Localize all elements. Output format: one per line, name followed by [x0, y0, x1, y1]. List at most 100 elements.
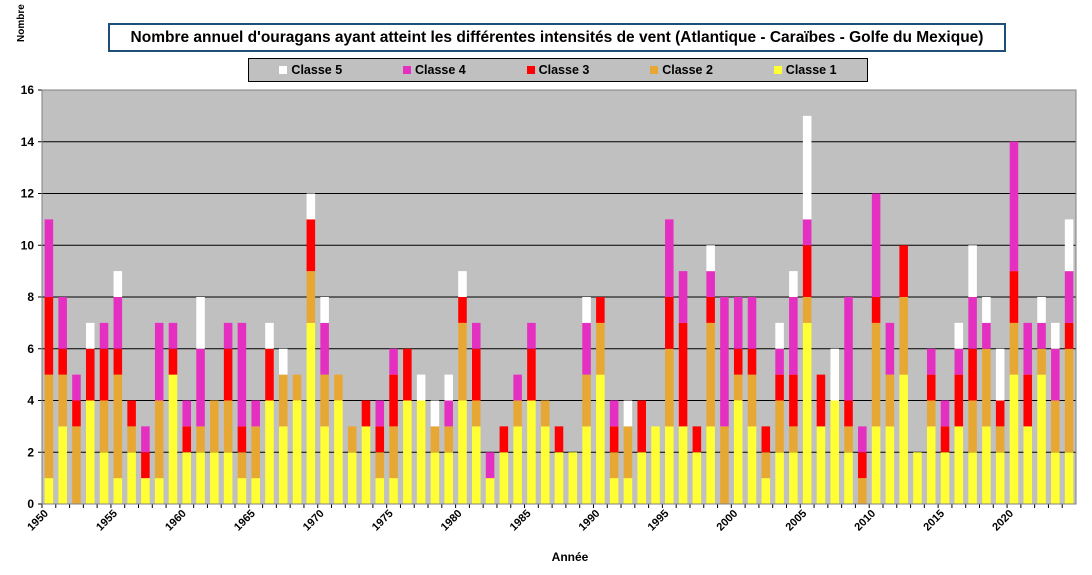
- bar-classe-1-2022: [1037, 374, 1046, 504]
- y-tick-label: 16: [21, 83, 35, 97]
- bar-classe-4-1959: [168, 322, 178, 349]
- bar-classe-1-2007: [830, 400, 840, 504]
- bar-classe-3-2019: [995, 400, 1005, 427]
- bar-classe-3-1985: [527, 348, 536, 401]
- y-tick-label: 8: [27, 290, 34, 304]
- bar-classe-1-1983: [499, 452, 509, 504]
- bar-classe-3-2004: [789, 374, 798, 427]
- bar-classe-3-1996: [678, 322, 688, 427]
- bar-classe-3-1998: [706, 297, 715, 323]
- bar-classe-1-1964: [237, 478, 247, 504]
- bar-classe-4-1963: [223, 322, 233, 349]
- bar-classe-5-1980: [458, 271, 467, 297]
- bar-classe-4-1979: [444, 400, 453, 427]
- bar-classe-2-2012: [899, 297, 908, 375]
- bar-classe-1-2015: [940, 452, 950, 504]
- bar-classe-3-2012: [899, 245, 908, 297]
- bar-classe-1-1990: [596, 374, 605, 504]
- bar-classe-5-1989: [582, 297, 591, 323]
- bar-classe-4-1958: [154, 322, 164, 401]
- bar-classe-1-1985: [527, 400, 536, 504]
- bar-classe-4-1984: [513, 374, 522, 401]
- bar-classe-2-2014: [926, 400, 936, 427]
- bar-classe-2-1978: [430, 426, 440, 453]
- bar-classe-1-1989: [582, 426, 591, 504]
- bar-classe-1-1963: [223, 452, 233, 504]
- bar-classe-4-1952: [72, 374, 81, 401]
- bar-classe-3-1997: [692, 426, 702, 453]
- bar-classe-2-1984: [513, 400, 522, 427]
- bar-classe-2-2008: [844, 426, 853, 453]
- bar-classe-3-1973: [361, 400, 371, 427]
- bar-classe-1-2024: [1064, 452, 1074, 504]
- bar-classe-3-2008: [844, 400, 853, 427]
- y-tick-label: 10: [21, 238, 35, 252]
- bar-classe-3-2014: [926, 374, 936, 401]
- bar-classe-2-2005: [802, 297, 812, 323]
- bar-classe-4-2023: [1051, 348, 1060, 401]
- bar-classe-4-2016: [954, 348, 964, 375]
- bar-classe-1-1960: [182, 452, 192, 504]
- legend-swatch-classe-1: [773, 66, 782, 74]
- bar-classe-2-1970: [320, 374, 329, 427]
- bar-classe-1-1982: [485, 478, 495, 504]
- bar-classe-1-1970: [320, 426, 329, 504]
- bar-classe-5-1978: [430, 400, 440, 427]
- bar-classe-5-2024: [1064, 219, 1074, 272]
- bar-classe-4-1974: [375, 400, 385, 427]
- x-tick-label: 1975: [370, 508, 396, 534]
- bar-classe-3-2021: [1023, 374, 1033, 427]
- bar-classe-1-1979: [444, 452, 453, 504]
- bar-classe-4-2001: [747, 297, 757, 349]
- bar-classe-3-1991: [609, 426, 619, 453]
- bar-classe-4-2022: [1037, 322, 1046, 349]
- y-tick-label: 12: [21, 187, 35, 201]
- x-tick-label: 2005: [783, 508, 809, 534]
- bar-classe-1-1980: [458, 400, 467, 504]
- bar-classe-5-2019: [995, 348, 1005, 401]
- bar-classe-3-1995: [665, 297, 674, 349]
- bar-classe-1-1987: [554, 452, 564, 504]
- legend-label-classe-3: Classe 3: [538, 63, 590, 77]
- bar-classe-1-1961: [196, 452, 205, 504]
- bar-classe-1-1957: [141, 478, 150, 504]
- bar-classe-1-2003: [775, 452, 784, 504]
- bar-classe-2-1975: [389, 426, 398, 479]
- x-tick-label: 1980: [439, 508, 465, 534]
- legend-label-classe-5: Classe 5: [291, 63, 343, 77]
- bar-classe-2-1964: [237, 452, 247, 479]
- bar-classe-2-2003: [775, 400, 784, 453]
- bar-classe-1-1977: [416, 400, 426, 504]
- bar-classe-2-2002: [761, 452, 771, 479]
- bar-classe-4-1965: [251, 400, 260, 427]
- bar-classe-1-1984: [513, 426, 522, 504]
- bar-classe-1-1958: [154, 478, 164, 504]
- bar-classe-3-2003: [775, 374, 784, 401]
- bar-classe-4-2010: [871, 193, 881, 297]
- bar-classe-3-1954: [99, 348, 109, 401]
- bar-classe-1-2014: [926, 426, 936, 504]
- bar-classe-2-2001: [747, 374, 757, 427]
- bar-classe-4-2017: [968, 297, 977, 349]
- bar-classe-4-2000: [733, 297, 743, 349]
- bar-classe-2-1972: [347, 426, 357, 453]
- bar-classe-1-2011: [885, 426, 895, 504]
- bar-classe-3-2024: [1064, 322, 1074, 349]
- bar-classe-2-1979: [444, 426, 453, 453]
- bar-classe-5-1970: [320, 297, 329, 323]
- bar-classe-3-1987: [554, 426, 564, 453]
- x-tick-label: 1950: [25, 508, 51, 534]
- bar-classe-4-1950: [44, 219, 54, 297]
- bar-classe-2-2000: [733, 374, 743, 401]
- bar-classe-1-1966: [265, 400, 274, 504]
- bar-classe-1-1991: [609, 478, 619, 504]
- bar-classe-3-1952: [72, 400, 81, 427]
- bar-classe-4-1975: [389, 348, 398, 375]
- bar-classe-5-1967: [278, 348, 288, 375]
- legend-label-classe-2: Classe 2: [662, 63, 713, 77]
- bar-classe-4-2015: [940, 400, 950, 427]
- bar-classe-1-2008: [844, 452, 853, 504]
- bar-classe-5-1969: [306, 193, 316, 220]
- bar-classe-2-1962: [210, 400, 219, 453]
- bar-classe-1-2005: [802, 322, 812, 504]
